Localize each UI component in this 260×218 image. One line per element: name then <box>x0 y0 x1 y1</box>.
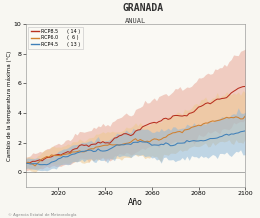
Legend: RCP8.5      ( 14 ), RCP6.0      (  6 ), RCP4.5      ( 13 ): RCP8.5 ( 14 ), RCP6.0 ( 6 ), RCP4.5 ( 13… <box>28 27 83 49</box>
Y-axis label: Cambio de la temperatura máxima (°C): Cambio de la temperatura máxima (°C) <box>7 51 12 161</box>
Text: © Agencia Estatal de Meteorología: © Agencia Estatal de Meteorología <box>8 213 76 217</box>
X-axis label: Año: Año <box>128 198 143 207</box>
Text: GRANADA: GRANADA <box>122 3 164 13</box>
Title: ANUAL: ANUAL <box>125 18 146 24</box>
